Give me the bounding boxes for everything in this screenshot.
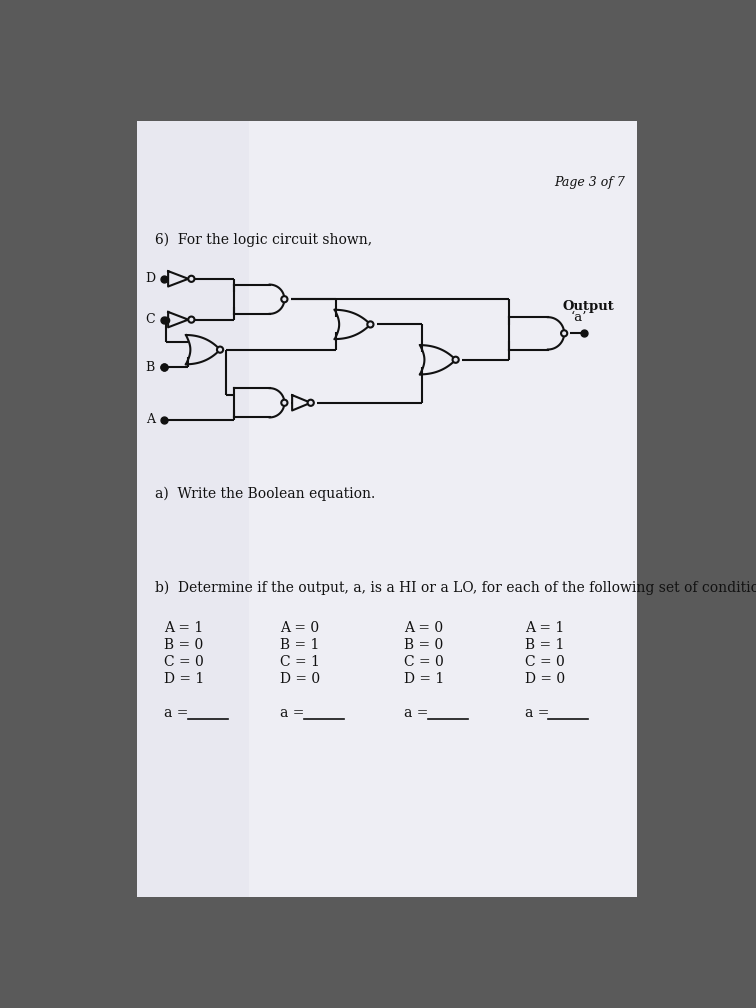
Circle shape: [281, 296, 287, 302]
Text: B: B: [146, 361, 155, 374]
Text: Page 3 of 7: Page 3 of 7: [554, 176, 625, 190]
Circle shape: [188, 317, 194, 323]
Text: D: D: [145, 272, 155, 285]
Polygon shape: [249, 121, 637, 897]
Circle shape: [561, 331, 567, 337]
Text: a =: a =: [280, 707, 305, 720]
Text: A = 0: A = 0: [404, 622, 444, 635]
Text: B = 0: B = 0: [404, 638, 444, 652]
Text: a =: a =: [164, 707, 189, 720]
Text: A = 1: A = 1: [525, 622, 564, 635]
Circle shape: [367, 322, 373, 328]
Text: D = 1: D = 1: [404, 672, 445, 686]
Text: A = 1: A = 1: [164, 622, 203, 635]
Text: 6)  For the logic circuit shown,: 6) For the logic circuit shown,: [155, 233, 372, 247]
Text: a =: a =: [404, 707, 429, 720]
Circle shape: [281, 400, 287, 406]
Text: B = 1: B = 1: [525, 638, 564, 652]
Circle shape: [217, 347, 223, 353]
Circle shape: [308, 400, 314, 406]
Text: Output: Output: [562, 300, 615, 312]
Text: D = 1: D = 1: [164, 672, 205, 686]
Text: A: A: [146, 413, 155, 426]
Text: a =: a =: [525, 707, 549, 720]
Text: A = 0: A = 0: [280, 622, 320, 635]
Text: D = 0: D = 0: [525, 672, 565, 686]
Text: b)  Determine if the output, a, is a HI or a LO, for each of the following set o: b) Determine if the output, a, is a HI o…: [155, 581, 756, 595]
Circle shape: [453, 357, 459, 363]
Text: B = 1: B = 1: [280, 638, 320, 652]
Text: C = 0: C = 0: [525, 655, 565, 669]
Text: D = 0: D = 0: [280, 672, 321, 686]
Text: a)  Write the Boolean equation.: a) Write the Boolean equation.: [155, 487, 375, 501]
Text: C = 0: C = 0: [404, 655, 445, 669]
Polygon shape: [137, 121, 637, 897]
Text: C: C: [145, 313, 155, 327]
Text: C = 1: C = 1: [280, 655, 321, 669]
Text: B = 0: B = 0: [164, 638, 203, 652]
Text: ‘a’: ‘a’: [570, 311, 587, 325]
Text: C = 0: C = 0: [164, 655, 204, 669]
Circle shape: [188, 276, 194, 282]
